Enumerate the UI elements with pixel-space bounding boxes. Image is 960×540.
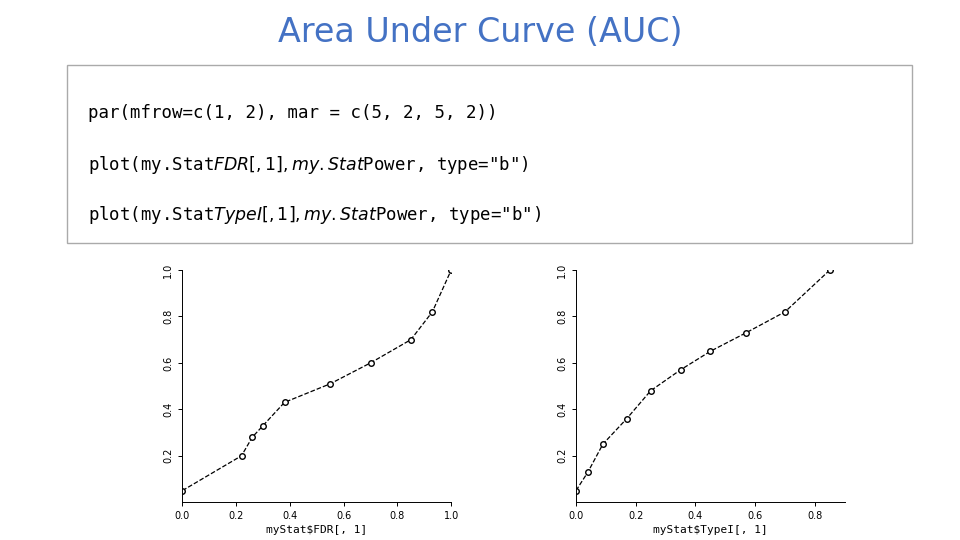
Text: plot(my.Stat$TypeI[, 1], my.Stat$Power, type="b"): plot(my.Stat$TypeI[, 1], my.Stat$Power, … [88,204,541,226]
X-axis label: myStat$FDR[, 1]: myStat$FDR[, 1] [266,525,368,535]
Text: par(mfrow=c(1, 2), mar = c(5, 2, 5, 2)): par(mfrow=c(1, 2), mar = c(5, 2, 5, 2)) [88,104,498,122]
X-axis label: myStat$TypeI[, 1]: myStat$TypeI[, 1] [653,525,768,535]
Text: Area Under Curve (AUC): Area Under Curve (AUC) [277,16,683,49]
Text: plot(my.Stat$FDR[, 1], my.Stat$Power, type="b"): plot(my.Stat$FDR[, 1], my.Stat$Power, ty… [88,154,529,176]
FancyBboxPatch shape [67,65,912,243]
